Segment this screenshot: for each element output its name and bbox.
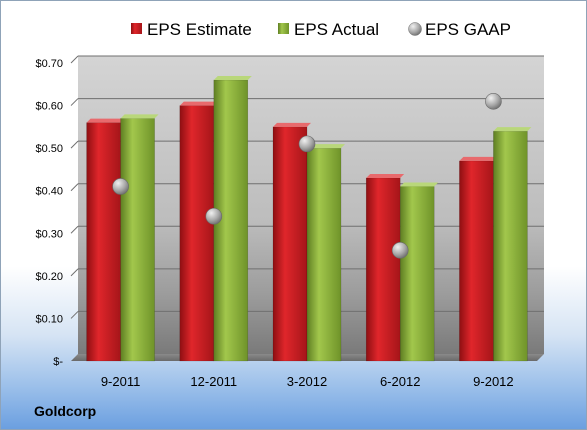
x-tick-label: 6-2012 bbox=[380, 374, 420, 389]
bar-eps-estimate bbox=[365, 177, 401, 362]
bar-eps-estimate bbox=[459, 160, 494, 362]
gridline-side bbox=[70, 225, 79, 234]
y-tick-label: $- bbox=[53, 356, 63, 368]
y-tick-label: $0.50 bbox=[35, 143, 63, 155]
y-tick-label: $0.60 bbox=[35, 101, 63, 113]
legend-swatch-eps-gaap bbox=[408, 22, 422, 36]
gridline-side bbox=[70, 268, 79, 277]
gaap-point bbox=[112, 178, 129, 195]
bar-top bbox=[213, 76, 252, 81]
bar-eps-actual bbox=[493, 130, 528, 362]
plot-area: $0.70 $0.60 $0.50 $0.40 $0.30 $0.20 $0.10 $- 9-2… bbox=[35, 55, 544, 389]
bar-eps-actual bbox=[399, 186, 435, 362]
gridline-side bbox=[70, 140, 79, 149]
x-tick-label: 12-2011 bbox=[190, 374, 237, 389]
bar-eps-estimate bbox=[179, 105, 215, 362]
gridline-side bbox=[70, 311, 79, 319]
bar-top bbox=[366, 173, 405, 178]
bar-eps-estimate bbox=[272, 126, 308, 362]
company-name: Goldcorp bbox=[34, 403, 97, 419]
x-tick-label: 3-2012 bbox=[287, 374, 327, 389]
bar-eps-actual bbox=[306, 147, 342, 362]
legend-label-eps-estimate: EPS Estimate bbox=[147, 20, 252, 39]
bar-top bbox=[459, 156, 498, 161]
x-tick-label: 9-2011 bbox=[101, 374, 141, 389]
bar-top bbox=[86, 118, 125, 123]
bar-top bbox=[307, 144, 345, 149]
legend-swatch-eps-actual bbox=[278, 23, 289, 34]
legend-label-eps-gaap: EPS GAAP bbox=[425, 20, 511, 39]
legend-swatch-eps-estimate bbox=[131, 23, 142, 34]
x-tick-label: 9-2012 bbox=[473, 374, 513, 389]
y-tick-label: $0.30 bbox=[35, 228, 63, 240]
bar-eps-estimate bbox=[86, 122, 121, 362]
gridline-side bbox=[70, 183, 79, 192]
bar-eps-actual bbox=[120, 118, 155, 362]
gridline-side bbox=[70, 98, 79, 106]
bar-top bbox=[493, 127, 532, 132]
bar-top bbox=[179, 101, 218, 106]
bar-top bbox=[120, 114, 159, 119]
y-tick-label: $0.10 bbox=[35, 313, 63, 325]
gaap-point bbox=[205, 207, 223, 225]
y-tick-label: $0.40 bbox=[35, 186, 63, 198]
y-tick-label: $0.70 bbox=[35, 58, 63, 70]
bar-top bbox=[400, 182, 439, 187]
legend-label-eps-actual: EPS Actual bbox=[294, 20, 379, 39]
gaap-point bbox=[298, 135, 316, 153]
gaap-point bbox=[485, 93, 502, 110]
legend: EPS Estimate EPS Actual EPS GAAP bbox=[131, 20, 511, 39]
y-tick-label: $0.20 bbox=[35, 271, 63, 283]
gridline-side bbox=[70, 55, 79, 64]
bar-top bbox=[273, 122, 311, 127]
gaap-point bbox=[391, 242, 409, 259]
